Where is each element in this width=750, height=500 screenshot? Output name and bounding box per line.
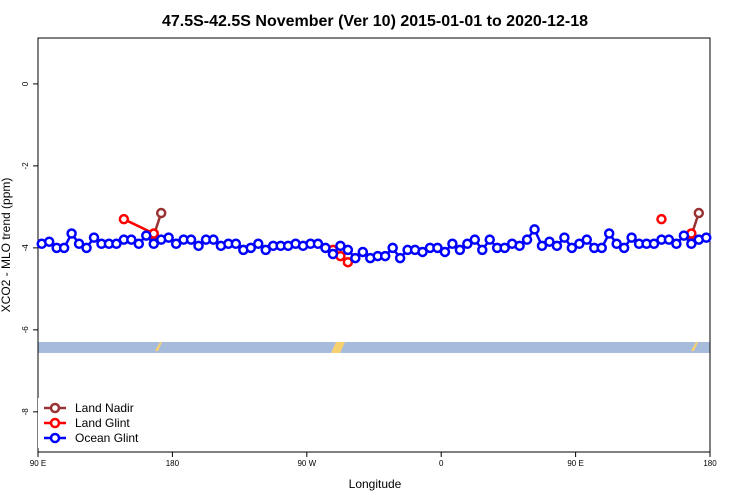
point bbox=[342, 244, 354, 256]
point bbox=[387, 242, 398, 254]
point bbox=[118, 213, 130, 225]
x-tick-label: 90 E bbox=[567, 459, 583, 468]
point bbox=[626, 232, 637, 243]
point bbox=[141, 230, 152, 241]
point bbox=[477, 244, 488, 256]
point bbox=[484, 234, 495, 245]
point bbox=[462, 238, 473, 250]
legend-marker bbox=[49, 432, 61, 444]
point bbox=[581, 234, 593, 245]
point bbox=[536, 240, 548, 252]
point bbox=[58, 242, 70, 254]
x-tick-label: 90 E bbox=[30, 459, 46, 468]
point bbox=[350, 252, 361, 264]
land-band bbox=[38, 342, 710, 353]
point bbox=[574, 238, 585, 250]
point bbox=[551, 240, 563, 252]
point bbox=[163, 232, 174, 243]
y-axis-label: XCO2 - MLO trend (ppm) bbox=[0, 178, 13, 313]
chart-title: 47.5S-42.5S November (Ver 10) 2015-01-01… bbox=[162, 13, 588, 30]
point bbox=[566, 242, 578, 254]
legend-label: Land Nadir bbox=[75, 401, 134, 415]
x-tick-label: 0 bbox=[439, 459, 444, 468]
point bbox=[43, 236, 55, 247]
point bbox=[320, 242, 331, 254]
point bbox=[148, 238, 159, 250]
point bbox=[312, 238, 324, 250]
y-tick-label: -8 bbox=[21, 408, 30, 416]
point bbox=[245, 242, 257, 254]
point bbox=[417, 246, 428, 258]
point bbox=[529, 224, 540, 235]
point bbox=[185, 234, 197, 245]
point bbox=[170, 238, 182, 250]
point bbox=[73, 238, 85, 250]
point bbox=[454, 244, 466, 256]
legend-marker bbox=[49, 417, 61, 429]
point bbox=[499, 242, 510, 254]
point bbox=[618, 242, 630, 254]
point bbox=[514, 240, 525, 252]
point bbox=[155, 207, 167, 219]
point bbox=[208, 234, 219, 245]
x-tick-label: 180 bbox=[703, 459, 717, 468]
point bbox=[230, 238, 242, 250]
point bbox=[469, 234, 481, 245]
point bbox=[701, 232, 712, 243]
point bbox=[193, 240, 204, 252]
legend-marker bbox=[49, 402, 61, 414]
point bbox=[379, 250, 391, 262]
y-tick-label: -6 bbox=[21, 326, 30, 334]
point bbox=[611, 238, 622, 250]
point bbox=[693, 207, 705, 219]
point bbox=[447, 238, 458, 250]
point bbox=[88, 232, 100, 243]
point bbox=[133, 238, 145, 250]
y-tick-label: -2 bbox=[21, 162, 30, 170]
legend-label: Ocean Glint bbox=[75, 431, 139, 445]
point bbox=[663, 234, 675, 245]
point bbox=[656, 213, 667, 225]
point bbox=[439, 246, 451, 258]
point bbox=[357, 246, 369, 258]
point bbox=[66, 228, 77, 239]
point bbox=[253, 238, 264, 250]
x-tick-label: 180 bbox=[166, 459, 180, 468]
point bbox=[260, 244, 271, 256]
y-tick-label: 0 bbox=[21, 81, 30, 86]
point bbox=[394, 252, 406, 264]
point bbox=[678, 230, 690, 241]
point bbox=[126, 234, 137, 245]
x-tick-label: 90 W bbox=[297, 459, 316, 468]
point bbox=[327, 248, 339, 260]
x-axis-label: Longitude bbox=[349, 477, 402, 491]
point bbox=[335, 240, 346, 252]
point bbox=[603, 228, 615, 239]
point bbox=[111, 238, 122, 250]
legend-label: Land Glint bbox=[75, 416, 130, 430]
point bbox=[521, 234, 533, 245]
point bbox=[686, 238, 697, 250]
point bbox=[671, 238, 682, 250]
point bbox=[559, 232, 570, 243]
point bbox=[342, 256, 354, 268]
point bbox=[81, 242, 92, 254]
point bbox=[432, 242, 443, 254]
point bbox=[544, 236, 555, 247]
y-tick-label: -4 bbox=[21, 244, 30, 252]
point bbox=[596, 242, 607, 254]
point bbox=[648, 238, 660, 250]
